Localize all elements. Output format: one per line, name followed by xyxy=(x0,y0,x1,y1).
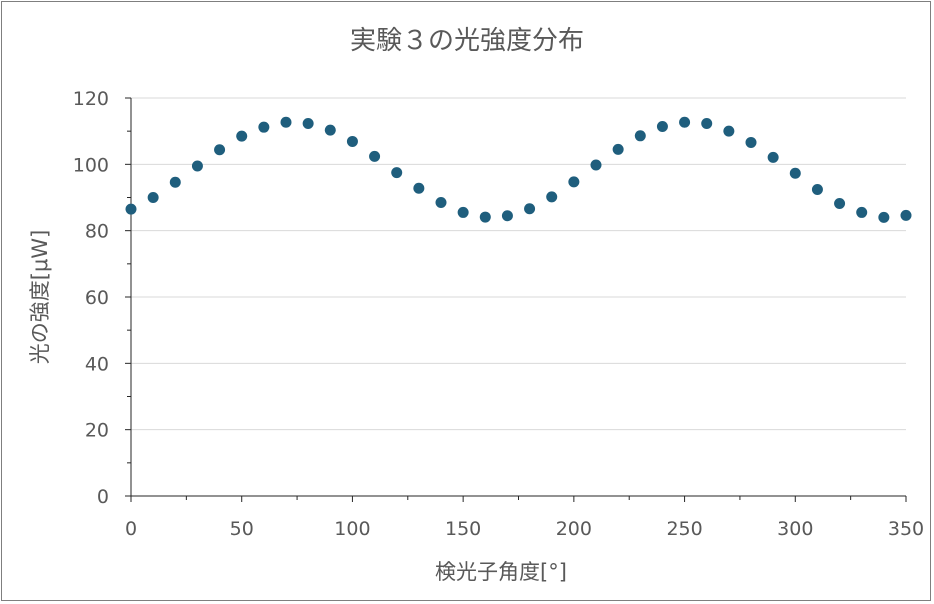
y-tick-label: 60 xyxy=(85,287,109,309)
data-point xyxy=(679,116,691,128)
y-axis-title: 光の強度[μW] xyxy=(28,230,52,365)
data-point xyxy=(789,167,801,179)
data-point xyxy=(169,176,181,188)
data-point xyxy=(546,191,558,203)
gridlines xyxy=(131,97,906,431)
data-point xyxy=(302,118,314,130)
data-point xyxy=(811,184,823,196)
data-point xyxy=(191,160,203,172)
y-tick-label: 100 xyxy=(73,154,109,176)
data-point xyxy=(701,118,713,130)
x-tick-label: 250 xyxy=(666,518,702,540)
data-point xyxy=(236,130,248,142)
x-tick-label: 50 xyxy=(230,518,254,540)
y-tick-label: 120 xyxy=(73,88,109,110)
data-point xyxy=(501,210,513,222)
x-tick-label: 200 xyxy=(556,518,592,540)
y-tick-label: 40 xyxy=(85,353,109,375)
data-point xyxy=(258,121,270,133)
data-point xyxy=(324,124,336,136)
data-point xyxy=(524,203,536,215)
data-point xyxy=(457,206,469,218)
x-axis-title: 検光子角度[°] xyxy=(435,560,567,584)
data-point xyxy=(391,167,403,179)
data-point xyxy=(590,159,602,171)
data-point xyxy=(369,150,381,162)
y-tick-label: 0 xyxy=(97,486,109,508)
data-point xyxy=(900,209,912,221)
data-point xyxy=(346,135,358,147)
data-point xyxy=(634,130,646,142)
chart-title: 実験３の光強度分布 xyxy=(350,26,584,56)
x-tick-label: 350 xyxy=(888,518,924,540)
data-point xyxy=(745,136,757,148)
data-point xyxy=(568,176,580,188)
y-tick-label: 80 xyxy=(85,221,109,243)
y-tick-label: 20 xyxy=(85,420,109,442)
data-point xyxy=(479,211,491,223)
data-point xyxy=(147,192,159,203)
x-tick-label: 300 xyxy=(777,518,813,540)
data-point xyxy=(878,211,890,223)
axes xyxy=(125,97,907,502)
data-point xyxy=(125,203,137,215)
tick-labels: 0 20 40 60 80 100 120 0 50 100 150 200 250 300 350 xyxy=(73,88,924,540)
x-tick-label: 100 xyxy=(334,518,370,540)
data-point xyxy=(214,144,226,156)
data-point xyxy=(413,182,425,194)
data-point xyxy=(435,196,447,208)
data-points xyxy=(125,116,912,223)
data-point xyxy=(280,116,292,128)
data-point xyxy=(856,206,868,218)
data-point xyxy=(834,197,846,209)
data-point xyxy=(767,151,779,163)
data-point xyxy=(723,125,735,137)
x-tick-label: 150 xyxy=(445,518,481,540)
data-point xyxy=(612,143,624,155)
data-point xyxy=(656,121,668,133)
x-tick-label: 0 xyxy=(125,518,137,540)
